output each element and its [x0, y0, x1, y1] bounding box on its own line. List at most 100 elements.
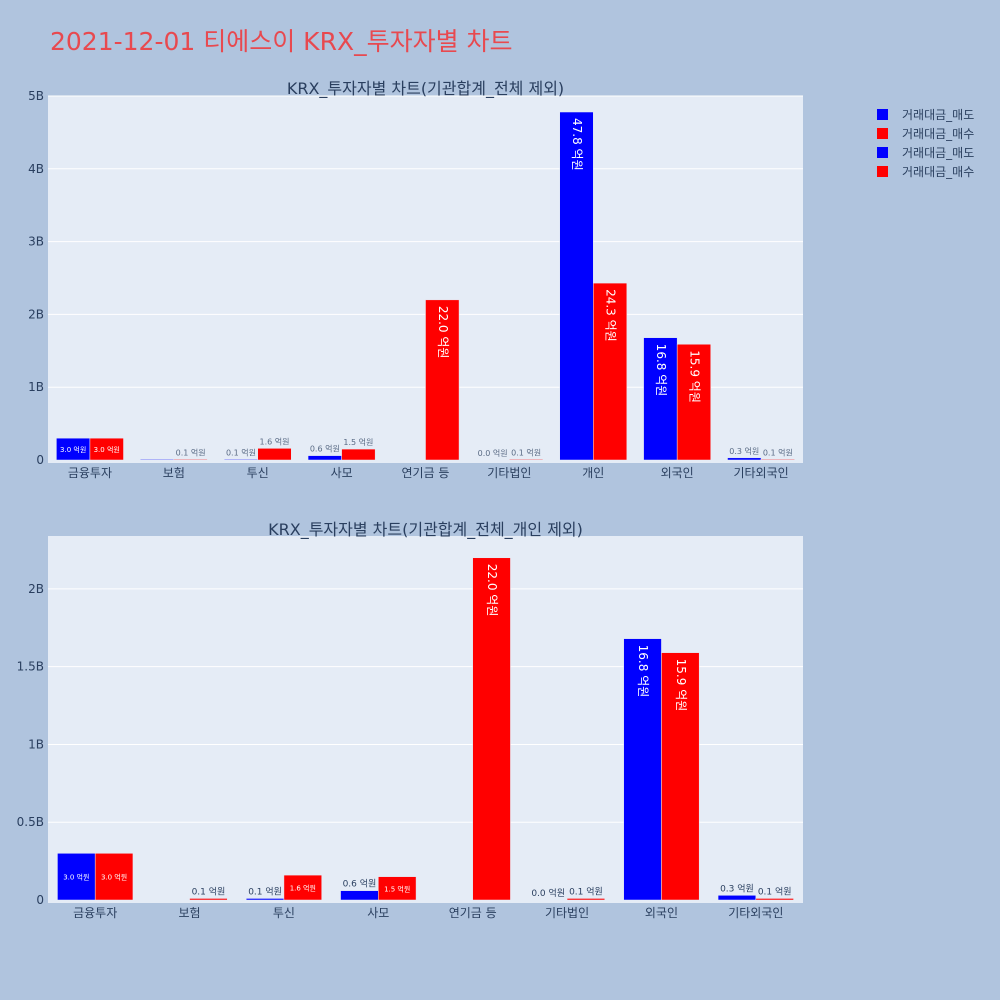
bar-data-label: 16.8 억원	[636, 645, 650, 698]
page-title: 2021-12-01 티에스이 KRX_투자자별 차트	[50, 27, 513, 56]
bar-data-label: 1.6 억원	[290, 884, 316, 893]
x-tick-label: 기타외국인	[728, 906, 783, 920]
bar-buy	[341, 448, 376, 461]
y-tick-label: 1.5B	[17, 660, 44, 674]
y-tick-label: 1B	[28, 380, 44, 394]
bar-buy	[509, 459, 544, 461]
x-tick-label: 연기금 등	[402, 466, 450, 480]
legend-label: 거래대금_매도	[902, 108, 974, 122]
bar-sell	[559, 111, 594, 461]
legend-swatch	[877, 166, 888, 177]
y-tick-label: 4B	[28, 162, 44, 176]
bar-buy	[89, 437, 124, 461]
y-tick-label: 2B	[28, 307, 44, 321]
bar-data-label: 0.1 억원	[763, 447, 793, 457]
x-tick-label: 사모	[331, 466, 353, 480]
bar-data-label: 24.3 억원	[604, 289, 618, 342]
bar-sell	[140, 459, 175, 461]
bar-sell	[623, 638, 662, 901]
bar-data-label: 3.0 억원	[94, 445, 120, 454]
bar-buy	[661, 652, 700, 901]
chart-1: 0 1B 2B 3B 4B 5B KRX_투자자별 차트(기관합계_전체 제외) 금융투자 3.…	[28, 79, 803, 480]
y-tick-label: 1B	[28, 737, 44, 751]
bar-data-label: 16.8 억원	[654, 344, 668, 397]
bar-data-label: 0.3 억원	[729, 446, 759, 456]
bar-sell	[340, 890, 379, 901]
bar-data-label: 15.9 억원	[687, 350, 701, 403]
x-tick-label: 연기금 등	[449, 906, 497, 920]
bar-data-label: 0.1 억원	[569, 885, 603, 897]
bar-data-label: 1.5 억원	[384, 884, 410, 893]
x-tick-label: 투신	[247, 466, 269, 480]
bar-buy	[257, 448, 292, 461]
bar-buy	[283, 874, 322, 901]
bar-data-label: 3.0 억원	[63, 873, 89, 882]
x-tick-label: 외국인	[661, 466, 694, 480]
y-tick-label: 5B	[28, 89, 44, 103]
bar-buy	[425, 299, 460, 461]
bar-buy	[378, 876, 417, 901]
bar-sell	[307, 455, 342, 461]
x-tick-label: 사모	[367, 906, 389, 920]
bar-buy	[94, 853, 134, 901]
legend-label: 거래대금_매수	[902, 127, 974, 141]
bar-data-label: 0.3 억원	[720, 882, 754, 894]
legend-swatch	[877, 128, 888, 139]
bar-sell	[245, 898, 285, 901]
bar-data-label: 22.0 억원	[485, 564, 499, 617]
y-tick-label: 0	[36, 893, 44, 907]
y-tick-label: 3B	[28, 235, 44, 249]
bar-data-label: 1.5 억원	[343, 437, 373, 447]
x-tick-label: 개인	[582, 466, 604, 480]
chart-2: 0 0.5B 1B 1.5B 2B KRX_투자자별 차트(기관합계_전체_개인 제외) 금…	[17, 520, 803, 920]
x-tick-label: 보험	[179, 906, 201, 920]
x-tick-label: 금융투자	[73, 906, 117, 920]
chart-title: KRX_투자자별 차트(기관합계_전체_개인 제외)	[268, 520, 583, 540]
bar-sell	[223, 459, 258, 461]
x-tick-label: 외국인	[645, 906, 678, 920]
bar-data-label: 22.0 억원	[436, 306, 450, 359]
y-tick-label: 0	[36, 453, 44, 467]
bar-data-label: 0.1 억원	[758, 885, 792, 897]
bar-data-label: 47.8 억원	[570, 118, 584, 171]
bar-buy	[676, 343, 711, 461]
x-tick-label: 보험	[163, 466, 185, 480]
bar-sell	[57, 853, 96, 901]
bar-data-label: 0.6 억원	[310, 444, 340, 454]
x-tick-label: 기타법인	[487, 466, 531, 480]
legend-swatch	[877, 147, 888, 158]
chart-title: KRX_투자자별 차트(기관합계_전체 제외)	[287, 79, 564, 99]
legend-label: 거래대금_매수	[902, 165, 974, 179]
bar-sell	[717, 895, 757, 901]
bar-buy	[173, 459, 208, 461]
y-tick-label: 0.5B	[17, 815, 44, 829]
y-tick-label: 2B	[28, 582, 44, 596]
bar-data-label: 15.9 억원	[674, 659, 688, 712]
bar-data-label: 0.0 억원	[478, 448, 508, 458]
x-tick-label: 기타외국인	[733, 466, 788, 480]
bar-data-label: 0.1 억원	[511, 447, 541, 457]
bar-data-label: 0.1 억원	[192, 885, 226, 897]
bar-data-label: 0.6 억원	[343, 878, 377, 890]
bar-buy	[566, 898, 606, 901]
bar-buy	[755, 898, 794, 901]
bar-data-label: 3.0 억원	[60, 445, 86, 454]
bar-data-label: 0.1 억원	[248, 885, 282, 897]
bar-buy	[189, 898, 228, 901]
bar-data-label: 1.6 억원	[260, 436, 290, 446]
x-tick-label: 투신	[273, 906, 295, 920]
legend-swatch	[877, 109, 888, 120]
bar-data-label: 3.0 억원	[101, 873, 127, 882]
bar-sell	[643, 337, 678, 461]
x-tick-label: 금융투자	[68, 466, 112, 480]
bar-buy	[593, 282, 628, 461]
bar-buy	[472, 557, 511, 901]
legend-label: 거래대금_매도	[902, 146, 974, 160]
bar-data-label: 0.1 억원	[226, 447, 256, 457]
bar-data-label: 0.1 억원	[176, 447, 206, 457]
bar-sell	[727, 457, 762, 461]
x-tick-label: 기타법인	[545, 906, 589, 920]
bar-data-label: 0.0 억원	[531, 887, 565, 899]
